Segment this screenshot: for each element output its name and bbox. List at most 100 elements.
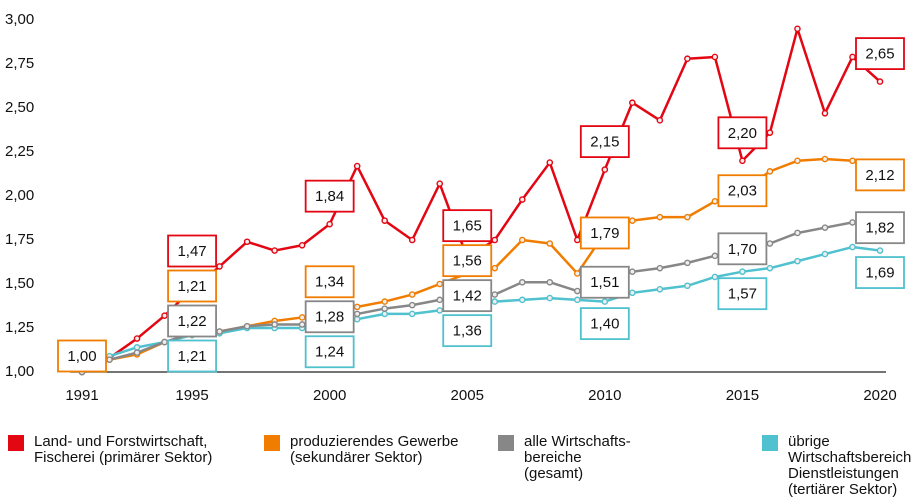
x-tick-label: 2010 xyxy=(588,387,621,404)
value-label-box xyxy=(855,37,905,70)
value-label: 1,84 xyxy=(315,188,344,205)
data-point xyxy=(574,296,581,304)
value-label-box xyxy=(304,300,355,334)
data-point xyxy=(491,298,499,305)
x-tick-label: 2020 xyxy=(863,387,896,404)
data-point xyxy=(656,285,664,293)
data-point xyxy=(821,155,829,163)
data-point xyxy=(739,268,746,275)
value-label-box xyxy=(579,265,630,299)
data-point xyxy=(711,197,719,205)
value-label: 1,69 xyxy=(865,265,894,282)
data-point xyxy=(381,305,388,312)
data-point xyxy=(353,303,361,311)
value-label: 1,00 xyxy=(67,348,96,365)
legend-label: produzierendes Gewerbe (sekundärer Sekto… xyxy=(290,433,459,466)
legend-swatch xyxy=(498,435,514,451)
legend-item: produzierendes Gewerbe (sekundärer Sekto… xyxy=(264,434,458,466)
data-point xyxy=(711,53,719,61)
data-point xyxy=(656,264,664,272)
value-label-box xyxy=(442,314,493,348)
value-label: 1,21 xyxy=(177,348,206,365)
data-point xyxy=(353,162,361,170)
y-tick-label: 1,00 xyxy=(5,363,34,380)
value-label-box xyxy=(167,234,217,268)
data-point xyxy=(849,53,856,61)
value-label: 1,28 xyxy=(315,309,344,326)
data-point xyxy=(629,217,636,224)
x-tick-label: 2000 xyxy=(313,387,346,404)
data-point xyxy=(408,301,416,309)
value-label: 2,20 xyxy=(728,125,757,142)
data-point xyxy=(243,238,251,246)
data-point xyxy=(133,335,141,342)
value-label: 1,34 xyxy=(315,274,344,291)
value-label: 1,24 xyxy=(315,344,344,361)
value-label: 1,70 xyxy=(728,241,757,258)
x-tick-label: 2005 xyxy=(451,387,484,404)
value-label: 1,36 xyxy=(453,323,482,340)
value-label-box xyxy=(442,209,493,243)
data-point xyxy=(161,312,168,319)
data-point xyxy=(298,321,306,328)
data-point xyxy=(408,236,416,244)
y-tick-label: 1,25 xyxy=(5,319,34,336)
data-point xyxy=(849,219,856,226)
data-point xyxy=(546,278,554,286)
data-point xyxy=(408,310,416,318)
data-point xyxy=(794,229,801,237)
data-point xyxy=(436,296,444,304)
data-point xyxy=(849,157,856,165)
value-label: 1,51 xyxy=(590,274,619,291)
y-tick-label: 1,75 xyxy=(5,231,34,248)
data-point xyxy=(381,217,388,224)
data-point xyxy=(601,298,609,305)
value-label: 1,47 xyxy=(177,243,206,260)
data-point xyxy=(876,78,884,85)
data-point xyxy=(491,236,499,244)
value-label-box xyxy=(167,304,217,338)
data-point xyxy=(298,314,306,321)
value-label-box xyxy=(579,216,630,250)
data-point xyxy=(491,264,499,272)
value-label-box xyxy=(57,339,107,373)
data-point xyxy=(574,236,581,244)
legend-label: alle Wirtschafts- bereiche (gesamt) xyxy=(524,433,631,482)
value-label: 1,79 xyxy=(590,225,619,242)
value-label-box xyxy=(442,244,493,278)
data-point xyxy=(794,25,801,33)
data-point xyxy=(684,55,691,63)
value-label-box xyxy=(304,335,355,369)
data-point xyxy=(794,257,801,265)
data-point xyxy=(766,129,774,136)
value-label-box xyxy=(855,211,905,245)
data-point xyxy=(518,196,526,203)
value-label: 1,40 xyxy=(590,316,619,333)
value-label: 2,03 xyxy=(728,183,757,200)
value-label-box xyxy=(717,174,768,208)
data-point xyxy=(629,268,636,275)
data-point xyxy=(739,157,746,165)
data-point xyxy=(766,240,774,247)
value-label-box xyxy=(855,158,905,192)
data-point xyxy=(821,109,829,117)
y-tick-label: 3,00 xyxy=(5,11,34,28)
value-label-box xyxy=(579,125,630,158)
legend-swatch xyxy=(264,435,280,451)
data-point xyxy=(546,294,554,302)
data-point xyxy=(711,252,719,260)
value-label-box xyxy=(717,277,768,311)
legend-label: übrige Wirtschaftsbereiche Dienstleistun… xyxy=(788,433,912,498)
value-label-box xyxy=(167,339,217,373)
y-tick-label: 2,75 xyxy=(5,55,34,72)
x-tick-label: 2015 xyxy=(726,387,759,404)
data-point xyxy=(629,99,636,107)
data-point xyxy=(766,168,774,175)
data-point xyxy=(133,344,141,351)
data-point xyxy=(436,307,444,314)
data-point xyxy=(574,270,581,277)
value-label: 1,57 xyxy=(728,286,757,303)
data-point xyxy=(216,328,223,335)
data-point xyxy=(684,213,691,221)
